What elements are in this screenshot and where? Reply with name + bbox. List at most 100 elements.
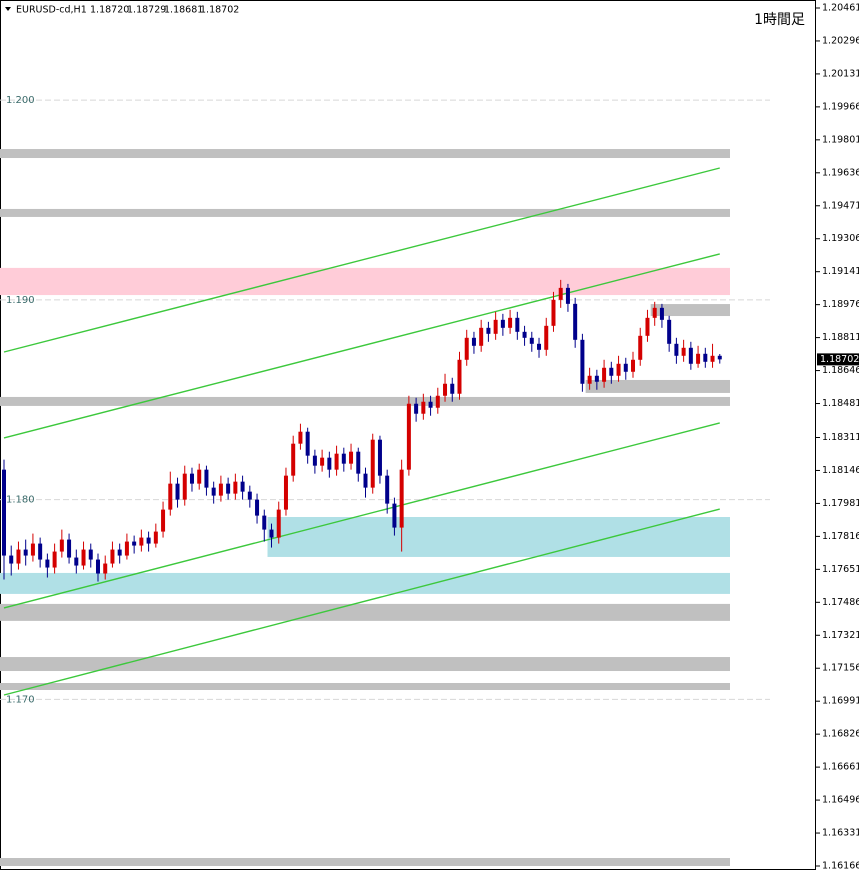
level-label: 1.180	[6, 495, 35, 506]
candle-body	[269, 529, 274, 538]
candle-body	[262, 515, 267, 530]
candle-body	[385, 475, 390, 504]
candle-body	[594, 375, 599, 382]
candle-body	[392, 503, 397, 528]
candle-body	[16, 549, 21, 564]
candle-body	[291, 443, 296, 476]
candle-body	[23, 549, 28, 556]
candle-body	[283, 475, 288, 510]
y-tick-label: 1.18976	[822, 299, 859, 310]
candle-body	[406, 403, 411, 470]
candle-body	[522, 331, 527, 338]
current-price-label: 1.18702	[820, 354, 859, 365]
candle-body	[67, 539, 72, 558]
symbol: EURUSD-cd,H1	[16, 5, 87, 16]
y-tick-label: 1.19306	[822, 233, 859, 244]
candle-body	[175, 483, 180, 500]
header-arrow	[5, 7, 11, 11]
candle-body	[450, 383, 455, 394]
candle-body	[305, 431, 310, 456]
y-tick-label: 1.17816	[822, 531, 859, 542]
y-tick-label: 1.16991	[822, 696, 859, 707]
zone	[0, 572, 730, 594]
trend-line	[3, 253, 720, 439]
candle-body	[95, 559, 100, 574]
candle-body	[81, 549, 86, 566]
candle-body	[667, 319, 672, 344]
candle-body	[443, 383, 448, 396]
candle-body	[240, 481, 245, 492]
candle-body	[9, 555, 14, 564]
zone	[0, 603, 730, 621]
candle-body	[197, 469, 202, 484]
candle-body	[45, 559, 50, 568]
candle-body	[146, 537, 151, 544]
header-close: 1.18702	[200, 5, 239, 16]
candle-body	[529, 337, 534, 344]
candle-body	[717, 355, 722, 360]
candle-body	[399, 469, 404, 528]
current-price-box	[817, 353, 859, 366]
candle-body	[616, 363, 621, 376]
y-tick-label: 1.18481	[822, 398, 859, 409]
candle-body	[652, 307, 657, 318]
candle-body	[349, 451, 354, 464]
candle-body	[110, 549, 115, 564]
candle-body	[117, 549, 122, 556]
timeframe: 1時間足	[754, 12, 805, 28]
candle-body	[103, 563, 108, 574]
candle-body	[218, 483, 223, 496]
candle-body	[674, 343, 679, 356]
y-tick-label: 1.16331	[822, 828, 859, 839]
level-label: 1.200	[6, 95, 35, 106]
y-tick-label: 1.16496	[822, 795, 859, 806]
candle-body	[551, 299, 556, 326]
y-tick-label: 1.18146	[822, 465, 859, 476]
candle-body	[298, 431, 303, 444]
y-tick-label: 1.17981	[822, 498, 859, 509]
candle-body	[182, 473, 187, 500]
candle-body	[52, 551, 57, 568]
y-tick-label: 1.18646	[822, 365, 859, 376]
y-tick-label: 1.19801	[822, 134, 859, 145]
candle-body	[88, 549, 93, 560]
candle-body	[602, 367, 607, 382]
candle-body	[59, 539, 64, 552]
candle-body	[421, 401, 426, 414]
zone	[267, 517, 730, 557]
y-tick-label: 1.16826	[822, 729, 859, 740]
level-label: 1.170	[6, 694, 35, 705]
candle-body	[464, 337, 469, 360]
candle-body	[623, 363, 628, 372]
candle-body	[710, 355, 715, 362]
y-tick-label: 1.20461	[822, 2, 859, 13]
candle-body	[341, 453, 346, 464]
candle-body	[370, 439, 375, 488]
candle-body	[500, 319, 505, 328]
candle-body	[334, 453, 339, 470]
y-tick-label: 1.17486	[822, 597, 859, 608]
candle-body	[479, 327, 484, 346]
trend-line	[3, 508, 720, 696]
candle-body	[168, 483, 173, 510]
candle-body	[255, 499, 260, 516]
candle-body	[688, 347, 693, 364]
y-tick-label: 1.17321	[822, 630, 859, 641]
trend-line	[3, 167, 720, 353]
candle-body	[696, 353, 701, 364]
zone	[0, 657, 730, 672]
candle-body	[573, 303, 578, 340]
zone	[0, 149, 730, 159]
candle-body	[631, 359, 636, 372]
level-label: 1.190	[6, 295, 35, 306]
candle-body	[320, 457, 325, 466]
candle-body	[435, 395, 440, 408]
y-tick-label: 1.19636	[822, 167, 859, 178]
y-tick-label: 1.20296	[822, 35, 859, 46]
candle-body	[233, 481, 238, 494]
candle-body	[153, 531, 158, 544]
candle-body	[2, 469, 6, 556]
candle-body	[659, 307, 664, 320]
candle-body	[587, 375, 592, 384]
candle-body	[457, 359, 462, 394]
